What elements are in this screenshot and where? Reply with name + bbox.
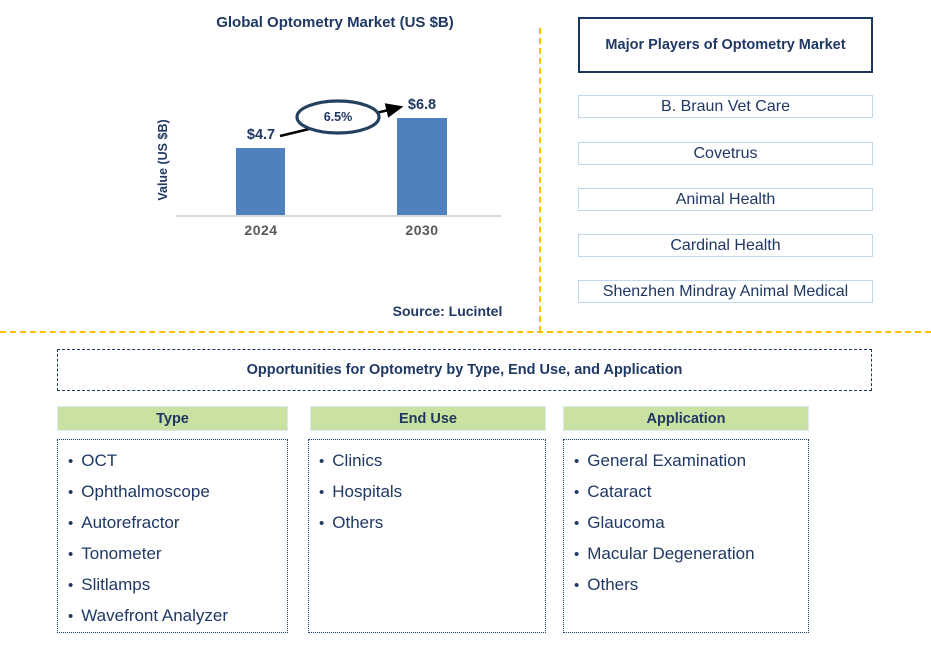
vertical-divider — [539, 28, 541, 332]
end-use-list-items: • Clinics • Hospitals • Others — [309, 440, 545, 539]
list-item: • Tonometer — [68, 539, 283, 570]
column-header-application: Application — [563, 406, 809, 431]
bullet-icon: • — [68, 484, 74, 501]
list-item-label: Macular Degeneration — [587, 544, 755, 563]
list-item-label: Autorefractor — [81, 513, 180, 532]
x-tick-2030: 2030 — [405, 222, 439, 238]
y-axis-label: Value (US $B) — [156, 119, 170, 201]
list-item-label: Others — [332, 513, 384, 532]
list-item: • Ophthalmoscope — [68, 477, 283, 508]
player-label: Cardinal Health — [670, 236, 781, 254]
horizontal-divider — [0, 331, 931, 333]
bullet-icon: • — [68, 515, 74, 532]
list-item-label: Glaucoma — [587, 513, 665, 532]
bullet-icon: • — [68, 546, 74, 563]
list-item-label: Cataract — [587, 482, 652, 501]
bullet-icon: • — [574, 484, 580, 501]
list-item-label: Tonometer — [81, 544, 162, 563]
list-item: • Cataract — [574, 477, 804, 508]
bar-value-2024: $4.7 — [246, 127, 276, 143]
bullet-icon: • — [574, 515, 580, 532]
list-item-label: Clinics — [332, 451, 383, 470]
list-item-label: OCT — [81, 451, 118, 470]
bullet-icon: • — [574, 453, 580, 470]
list-item: • Others — [319, 508, 541, 539]
x-axis-line — [176, 215, 501, 217]
player-label: Animal Health — [675, 190, 776, 208]
list-item-label: Others — [587, 575, 639, 594]
list-item: • Wavefront Analyzer — [68, 601, 283, 632]
list-item: • Hospitals — [319, 477, 541, 508]
list-item-label: Ophthalmoscope — [81, 482, 210, 501]
player-item: Covetrus — [578, 142, 873, 165]
growth-rate-label: 6.5% — [323, 110, 353, 124]
opportunities-title: Opportunities for Optometry by Type, End… — [246, 362, 683, 378]
x-tick-2024: 2024 — [244, 222, 278, 238]
player-label: Covetrus — [693, 144, 758, 162]
end-use-list: • Clinics • Hospitals • Others — [308, 439, 546, 633]
list-item-label: Hospitals — [332, 482, 403, 501]
list-item-label: General Examination — [587, 451, 747, 470]
player-item: Animal Health — [578, 188, 873, 211]
bullet-icon: • — [574, 577, 580, 594]
bullet-icon: • — [319, 515, 325, 532]
column-header-type: Type — [57, 406, 288, 431]
players-title: Major Players of Optometry Market — [605, 37, 846, 53]
column-header-end-use: End Use — [310, 406, 546, 431]
list-item: • Glaucoma — [574, 508, 804, 539]
type-list: • OCT • Ophthalmoscope • Autorefractor • Ton… — [57, 439, 288, 633]
source-label: Source: Lucintel — [392, 303, 503, 319]
list-item: • Slitlamps — [68, 570, 283, 601]
bullet-icon: • — [574, 546, 580, 563]
bullet-icon: • — [68, 577, 74, 594]
bar-2030 — [397, 118, 447, 216]
growth-ellipse-icon — [295, 99, 381, 135]
list-item: • Macular Degeneration — [574, 539, 804, 570]
list-item: • General Examination — [574, 446, 804, 477]
application-list: • General Examination • Cataract • Glaucoma… — [563, 439, 809, 633]
opportunities-title-box: Opportunities for Optometry by Type, End… — [57, 349, 872, 391]
application-list-items: • General Examination • Cataract • Glaucoma… — [564, 440, 808, 601]
player-label: Shenzhen Mindray Animal Medical — [602, 282, 849, 300]
bar-value-2030: $6.8 — [407, 97, 437, 113]
list-item-label: Slitlamps — [81, 575, 151, 594]
bullet-icon: • — [319, 453, 325, 470]
bullet-icon: • — [68, 453, 74, 470]
list-item: • Autorefractor — [68, 508, 283, 539]
players-title-box: Major Players of Optometry Market — [578, 17, 873, 73]
list-item: • OCT — [68, 446, 283, 477]
list-item: • Clinics — [319, 446, 541, 477]
bullet-icon: • — [68, 608, 74, 625]
bar-2024 — [236, 148, 285, 216]
chart-title: Global Optometry Market (US $B) — [216, 14, 454, 31]
player-label: B. Braun Vet Care — [661, 97, 790, 115]
type-list-items: • OCT • Ophthalmoscope • Autorefractor • Ton… — [58, 440, 287, 632]
list-item-label: Wavefront Analyzer — [81, 606, 229, 625]
player-item: Cardinal Health — [578, 234, 873, 257]
growth-arrow-graphic — [279, 99, 404, 138]
bullet-icon: • — [319, 484, 325, 501]
list-item: • Others — [574, 570, 804, 601]
player-item: Shenzhen Mindray Animal Medical — [578, 280, 873, 303]
player-item: B. Braun Vet Care — [578, 95, 873, 118]
